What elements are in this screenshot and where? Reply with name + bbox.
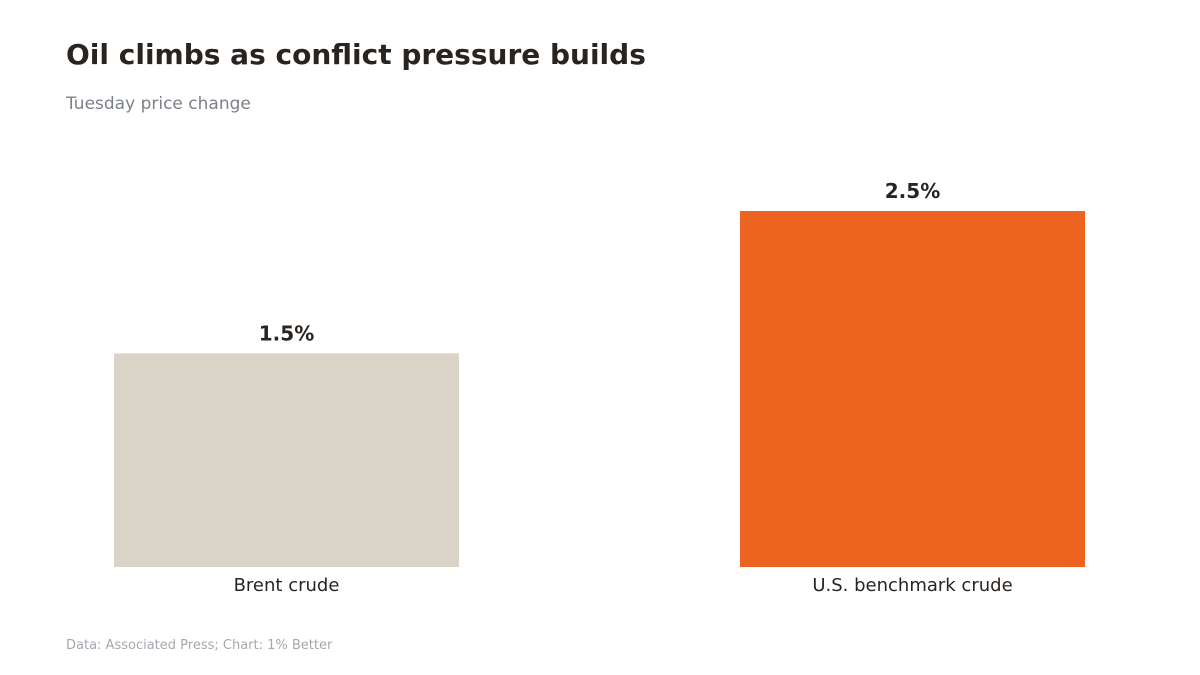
chart-subtitle: Tuesday price change bbox=[66, 94, 251, 114]
bar-value-label-0: 1.5% bbox=[259, 321, 314, 345]
bar-1 bbox=[740, 211, 1085, 567]
source-note: Data: Associated Press; Chart: 1% Better bbox=[66, 638, 333, 653]
category-label-1: U.S. benchmark crude bbox=[812, 575, 1012, 596]
bar-0 bbox=[114, 353, 459, 567]
chart-title: Oil climbs as conflict pressure builds bbox=[66, 38, 646, 71]
category-label-0: Brent crude bbox=[234, 575, 340, 596]
bar-chart: 1.5% Brent crude 2.5% U.S. benchmark crude bbox=[114, 179, 1085, 596]
bar-value-label-1: 2.5% bbox=[885, 179, 940, 203]
